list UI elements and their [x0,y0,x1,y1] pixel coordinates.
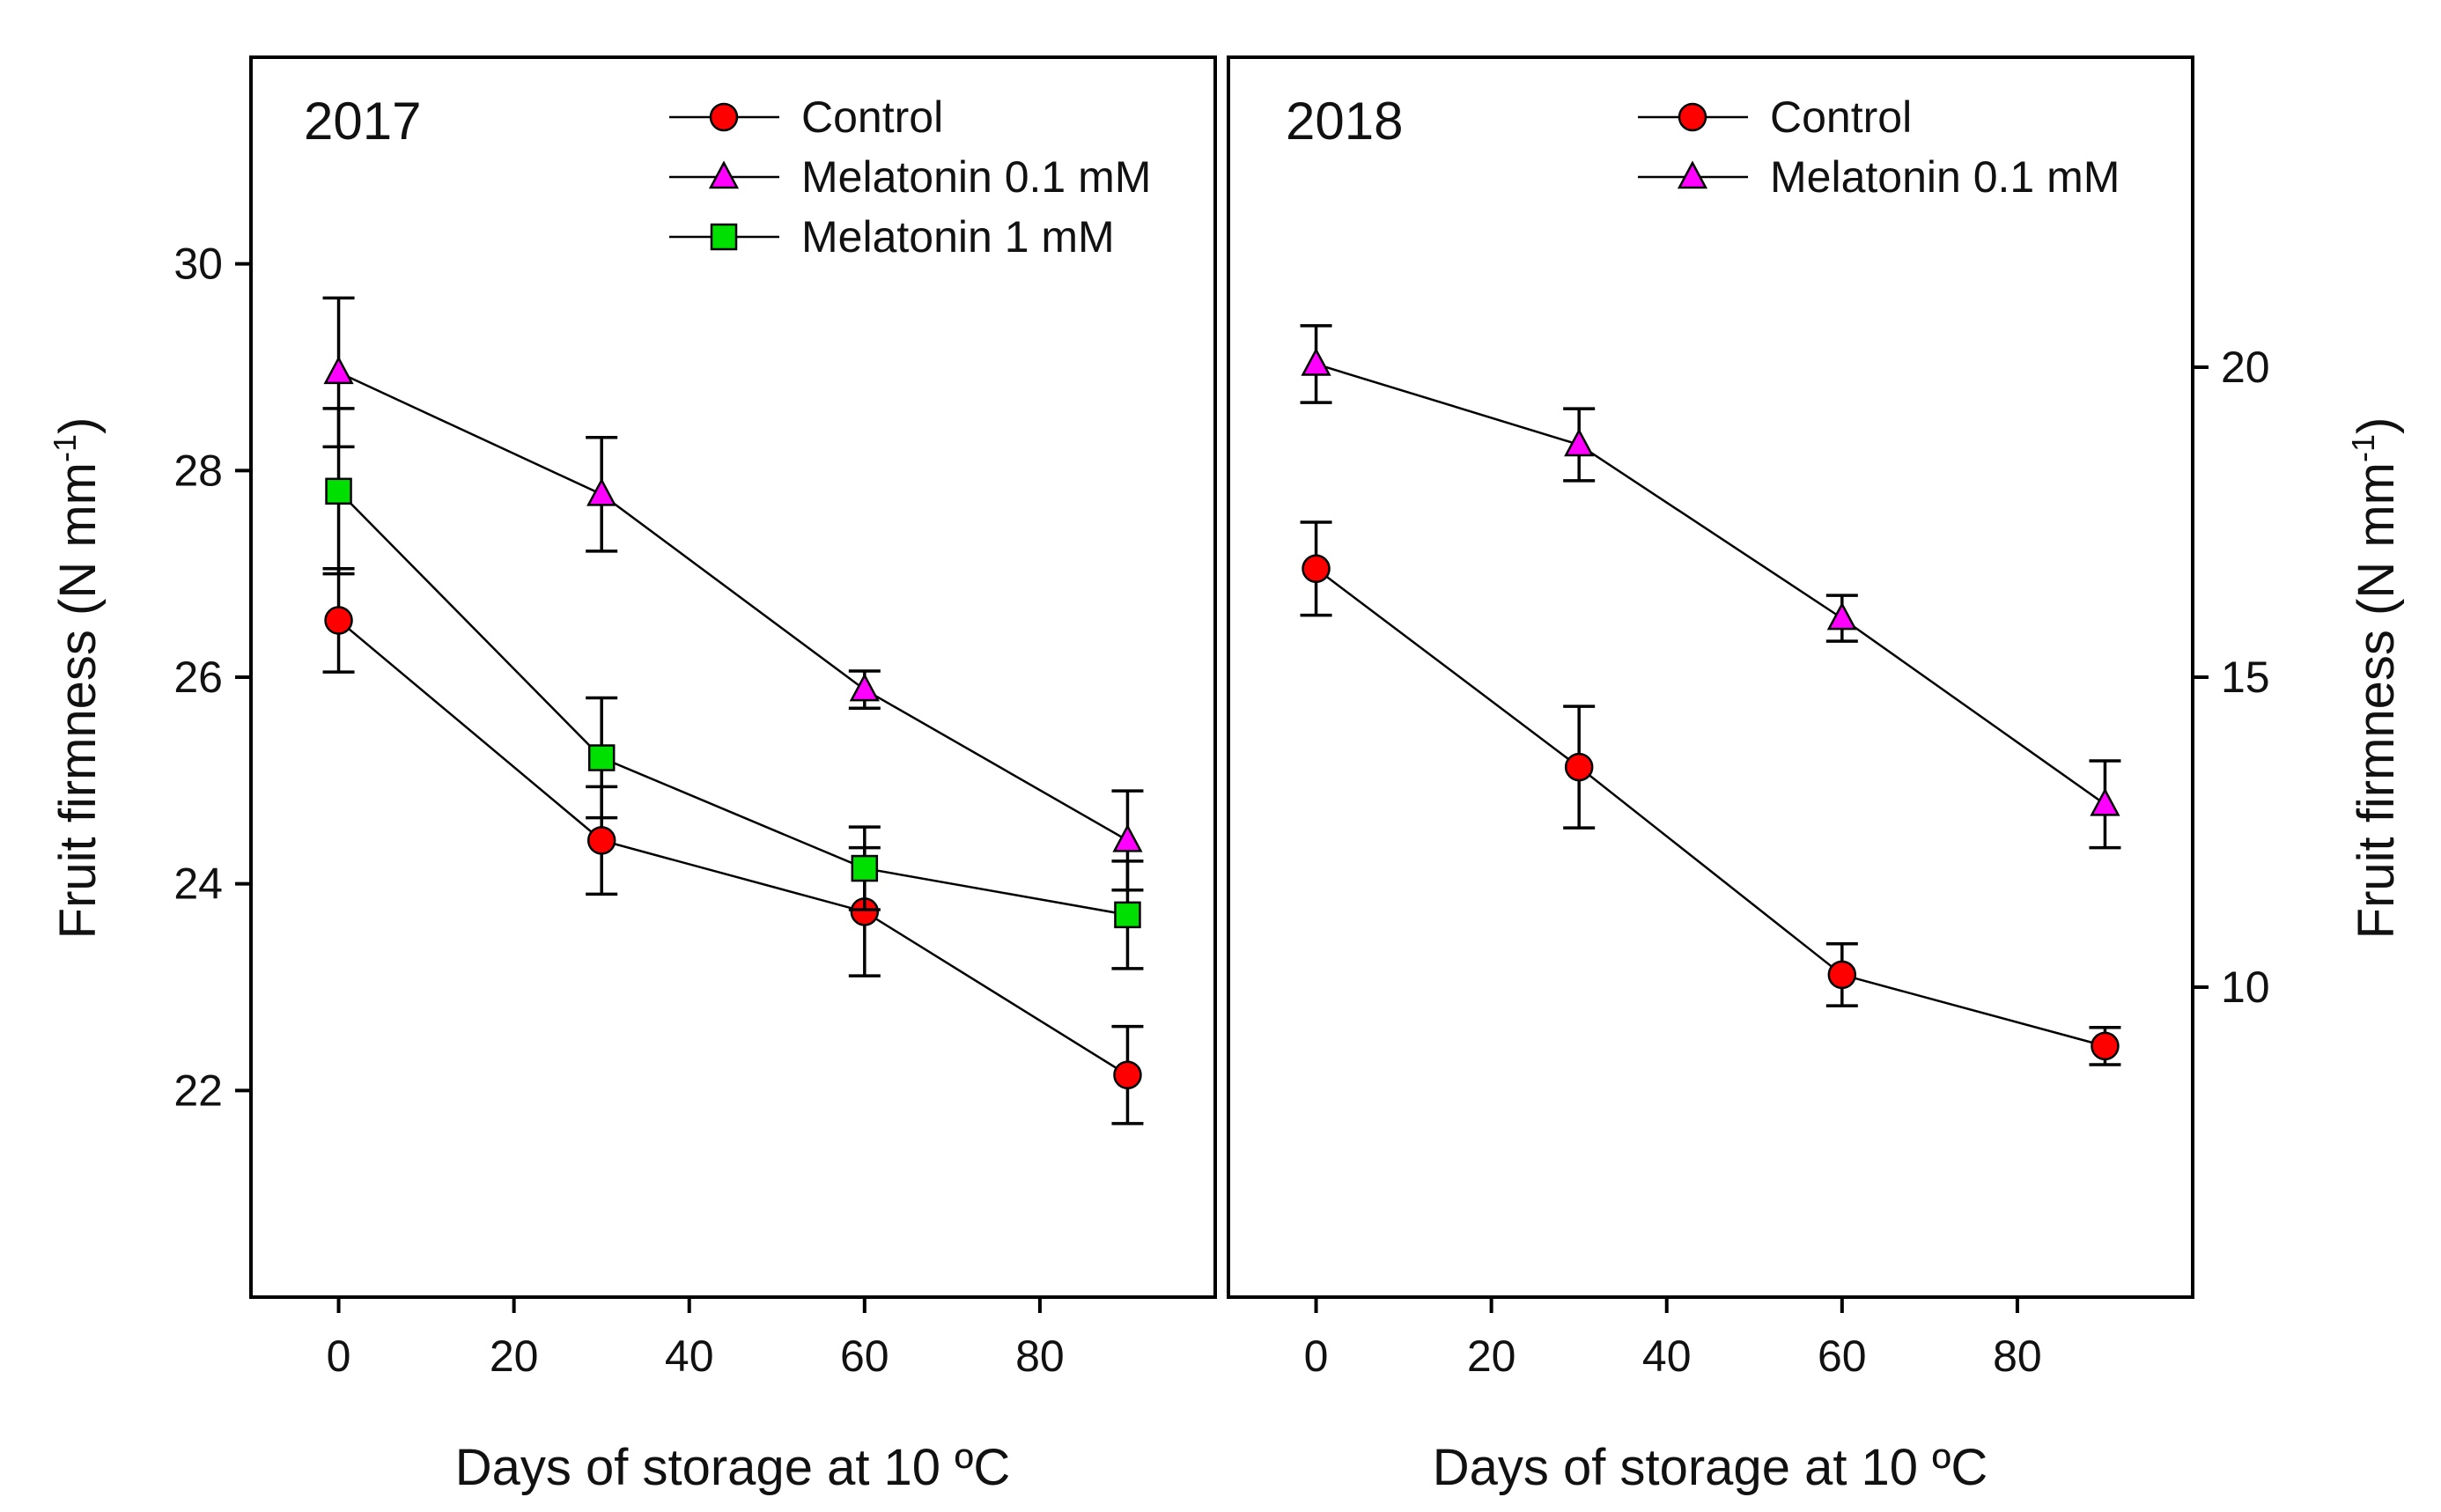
data-point [849,673,880,702]
y-tick-label: 15 [2221,653,2270,702]
legend-entry-control: Control [669,92,943,142]
x-axis: 0 20 40 60 80 [327,1297,1065,1381]
legend: Control Melatonin 0.1 mM [1638,92,2120,202]
y-axis-title-superscript: -1 [47,434,83,462]
x-tick-label: 20 [490,1331,539,1381]
legend-label: Melatonin 0.1 mM [801,152,1151,202]
y-axis-title-main: Fruit firmness (N mm [2348,462,2405,939]
data-point [586,477,617,506]
y-tick-label: 26 [173,653,223,702]
legend-marker [1677,160,1708,189]
data-point [586,826,616,855]
data-point [1114,901,1141,929]
series-line [337,619,1129,1076]
data-point [2090,787,2120,816]
legend-entry-melatonin-0-1-mm: Melatonin 0.1 mM [1638,152,2120,202]
x-tick-label: 80 [1015,1331,1065,1381]
data-point [2091,1031,2120,1061]
data-point [587,744,616,771]
x-axis-title: Days of storage at 10 ºC [455,1439,1011,1496]
y-axis-title-close: ) [49,417,107,434]
y-axis-title-close: ) [2348,417,2405,434]
legend-entry-control: Control [1638,92,1912,142]
plot-frame [1227,55,2194,1299]
panel-title: 2018 [1286,92,1403,151]
x-tick-label: 0 [327,1331,351,1381]
y-axis-title: Fruit firmness (N mm-1) [47,417,107,940]
x-tick-label: 40 [1642,1331,1692,1381]
data-point [1301,347,1331,376]
legend-marker [710,223,738,251]
data-point [1564,752,1594,782]
y-axis: 10 15 20 [2193,343,2270,1012]
series-melatonin-0-1-mm [1300,324,2121,850]
x-tick-label: 60 [1818,1331,1867,1381]
data-point [1826,601,1857,631]
y-tick-label: 30 [173,240,223,289]
data-point [851,854,879,882]
panel-title: 2017 [304,92,421,151]
legend-entry-melatonin-0-1-mm: Melatonin 0.1 mM [669,152,1151,202]
data-point [1113,1060,1142,1089]
legend-label: Melatonin 1 mM [801,212,1115,262]
y-axis: 22 24 26 28 30 [173,240,251,1115]
legend-label: Control [1770,92,1912,142]
data-point [1112,823,1143,852]
series-line [1315,567,2105,1048]
series-line [337,490,1128,917]
legend-marker [1678,102,1707,132]
data-point [324,606,353,635]
x-tick-label: 80 [1993,1331,2042,1381]
x-axis-title: Days of storage at 10 ºC [1433,1439,1988,1496]
series-layer [322,296,1144,1125]
data-point [1827,960,1857,990]
legend-label: Melatonin 0.1 mM [1770,152,2120,202]
legend-label: Control [801,92,943,142]
data-point [325,477,352,505]
y-axis-title-superscript: -1 [2345,434,2381,462]
series-line [338,371,1129,842]
legend: Control Melatonin 0.1 mM Melatonin 1 mM [669,92,1151,262]
legend-entry-melatonin-1-mm: Melatonin 1 mM [669,212,1115,262]
x-axis: 0 20 40 60 80 [1304,1297,2042,1381]
series-control [1300,520,2121,1066]
y-axis-title: Fruit firmness (N mm-1) [2345,417,2405,940]
y-tick-label: 10 [2221,963,2270,1012]
chart-panel-2018: 2018 0 20 40 60 80 10 15 20 Control Melatonin 0… [1227,55,2405,1496]
y-tick-label: 20 [2221,343,2270,392]
legend-marker [708,160,740,189]
y-axis-title-main: Fruit firmness (N mm [49,462,107,939]
x-tick-label: 40 [665,1331,714,1381]
series-line [1316,363,2106,806]
y-tick-label: 22 [173,1066,223,1115]
chart-panel-2017: 2017 0 20 40 60 80 22 24 26 28 30 Control Melaton… [47,55,1217,1496]
x-tick-label: 20 [1467,1331,1516,1381]
y-tick-label: 28 [173,446,223,495]
data-point [323,356,354,385]
data-point [1564,428,1595,457]
x-tick-label: 60 [840,1331,889,1381]
y-tick-label: 24 [173,859,223,909]
x-tick-label: 0 [1304,1331,1329,1381]
series-melatonin-1-mm [322,407,1144,970]
series-layer [1300,324,2121,1066]
legend-marker [709,102,739,132]
series-melatonin-0-1-mm [322,296,1144,892]
series-control [322,567,1144,1125]
data-point [1302,554,1331,584]
